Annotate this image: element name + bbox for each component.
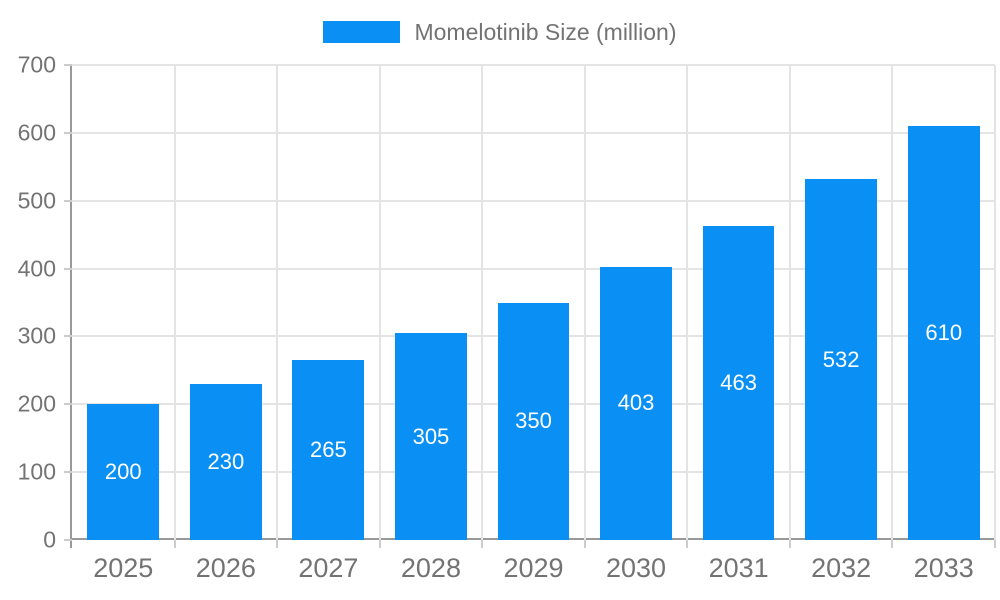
bar-2025[interactable]: 200: [87, 404, 160, 540]
bar-2026[interactable]: 230: [189, 383, 262, 540]
x-axis-label: 2027: [298, 553, 359, 583]
x-axis-label: 2029: [503, 553, 564, 583]
bar-2029[interactable]: 350: [497, 302, 570, 540]
bar-value-label: 350: [515, 408, 552, 434]
x-axis-tick: [891, 540, 894, 548]
x-axis-label: 2025: [93, 553, 154, 583]
vertical-gridline: [994, 65, 996, 540]
y-axis-tick: [64, 131, 72, 134]
y-axis-tick: [64, 335, 72, 338]
x-axis-label: 2030: [606, 553, 667, 583]
x-axis-tick: [994, 540, 996, 548]
bar-2032[interactable]: 532: [805, 179, 878, 540]
y-axis-label: 700: [17, 51, 56, 78]
bar-2033[interactable]: 610: [907, 126, 980, 540]
vertical-gridline: [276, 65, 279, 540]
legend-swatch-icon: [323, 21, 401, 43]
horizontal-gridline: [72, 64, 995, 66]
x-axis-tick: [788, 540, 791, 548]
x-axis-tick: [276, 540, 279, 548]
y-axis-line: [70, 65, 72, 548]
x-axis-tick: [173, 540, 176, 548]
x-axis-label: 2031: [708, 553, 769, 583]
bar-value-label: 532: [822, 346, 860, 372]
y-axis-tick: [64, 267, 72, 270]
legend: Momelotinib Size (million): [0, 18, 1000, 46]
y-axis-tick: [64, 471, 72, 474]
plot-area: 0 100 200 300 400 500 600 700 200 2025 230 2026 265 2…: [18, 53, 996, 582]
x-axis-label: 2033: [913, 553, 974, 583]
y-axis-label: 200: [17, 390, 56, 417]
x-axis-tick: [583, 540, 586, 548]
x-axis-tick: [378, 540, 381, 548]
y-axis-tick: [64, 403, 72, 406]
legend-item[interactable]: Momelotinib Size (million): [323, 18, 677, 46]
legend-label: Momelotinib Size (million): [414, 18, 677, 45]
y-axis-label: 300: [17, 322, 56, 349]
y-axis-label: 400: [17, 255, 56, 282]
bar-2030[interactable]: 403: [600, 266, 672, 540]
x-axis-label: 2026: [195, 553, 256, 583]
y-axis-label: 100: [17, 458, 56, 485]
y-axis-label: 500: [17, 187, 56, 214]
y-axis-tick: [64, 64, 72, 66]
horizontal-gridline: [72, 267, 995, 270]
vertical-gridline: [173, 65, 176, 540]
horizontal-gridline: [72, 131, 995, 134]
vertical-gridline: [378, 65, 381, 540]
y-axis-tick: [64, 199, 72, 202]
horizontal-gridline: [72, 199, 995, 202]
vertical-gridline: [788, 65, 791, 540]
bar-2027[interactable]: 265: [292, 360, 365, 540]
bar-2028[interactable]: 305: [395, 333, 467, 540]
vertical-gridline: [891, 65, 894, 540]
y-axis-tick: [64, 539, 72, 541]
bar-value-label: 610: [925, 320, 963, 346]
y-axis-label: 0: [43, 526, 56, 553]
x-axis-tick: [686, 540, 689, 548]
vertical-gridline: [481, 65, 484, 540]
y-axis-label: 600: [17, 119, 56, 146]
bar-value-label: 265: [310, 437, 347, 463]
bar-2031[interactable]: 463: [702, 225, 775, 540]
x-axis-tick: [481, 540, 484, 548]
bar-value-label: 200: [104, 459, 142, 485]
vertical-gridline: [686, 65, 689, 540]
x-axis-label: 2028: [400, 553, 461, 583]
vertical-gridline: [583, 65, 586, 540]
bar-value-label: 305: [412, 423, 450, 449]
bar-value-label: 403: [617, 390, 655, 416]
bar-value-label: 230: [207, 448, 245, 474]
x-axis-label: 2032: [811, 553, 872, 583]
bar-value-label: 463: [720, 369, 757, 395]
